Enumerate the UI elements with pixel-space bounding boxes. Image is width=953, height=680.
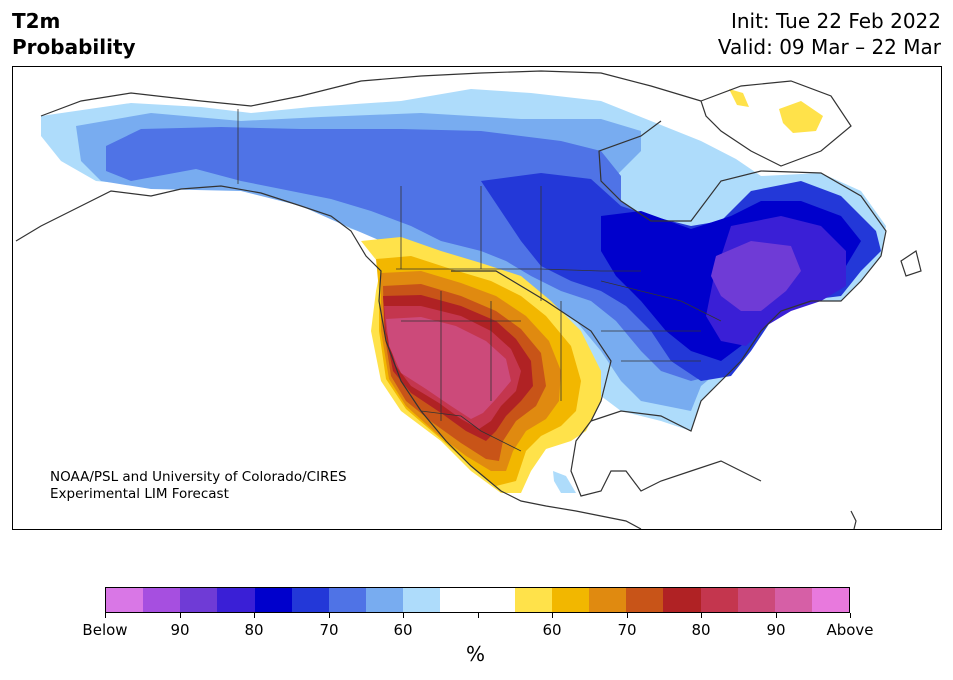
colorbar-tick xyxy=(105,613,106,618)
colorbar-swatch xyxy=(217,588,255,612)
colorbar-tick-label: 90 xyxy=(766,621,786,639)
colorbar-swatch xyxy=(811,588,850,612)
colorbar-tick-label: 60 xyxy=(542,621,562,639)
colorbar-tick-label: Above xyxy=(826,621,874,639)
colorbar-swatch xyxy=(477,588,515,612)
colorbar-swatch xyxy=(291,588,329,612)
political-borders xyxy=(237,109,722,452)
forecast-dates: Init: Tue 22 Feb 2022 Valid: 09 Mar – 22… xyxy=(718,8,941,60)
colorbar-tick xyxy=(552,613,553,618)
map-title: T2m Probability xyxy=(12,8,136,60)
colorbar-unit: % xyxy=(466,642,486,666)
colorbar-tick-label: Below xyxy=(82,621,128,639)
map-panel: NOAA/PSL and University of Colorado/CIRE… xyxy=(12,66,942,530)
colorbar-tick-label: 90 xyxy=(170,621,190,639)
colorbar-tick xyxy=(850,613,851,618)
colorbar-swatch xyxy=(700,588,738,612)
credit-text: NOAA/PSL and University of Colorado/CIRE… xyxy=(50,469,347,503)
above-region-greenland xyxy=(779,101,823,133)
above-region-greenland-2 xyxy=(729,89,749,107)
colorbar-swatch xyxy=(774,588,812,612)
coastlines xyxy=(15,70,922,529)
below-region-purple-2 xyxy=(711,241,801,311)
credit-line-2: Experimental LIM Forecast xyxy=(50,486,229,502)
colorbar-swatch xyxy=(143,588,181,612)
init-date: Init: Tue 22 Feb 2022 xyxy=(730,9,941,33)
credit-line-1: NOAA/PSL and University of Colorado/CIRE… xyxy=(50,469,347,485)
valid-dates: Valid: 09 Mar – 22 Mar xyxy=(717,35,941,59)
colorbar-tick-label: 60 xyxy=(393,621,413,639)
colorbar-swatch xyxy=(551,588,590,612)
colorbar-swatch xyxy=(626,588,664,612)
colorbar-tick xyxy=(254,613,255,618)
colorbar-swatch xyxy=(254,588,292,612)
colorbar-tick xyxy=(403,613,404,618)
colorbar-tick-label: 80 xyxy=(691,621,711,639)
map-canvas xyxy=(15,70,922,529)
colorbar-swatch xyxy=(328,588,367,612)
colorbar-swatch xyxy=(440,588,478,612)
colorbar-swatch xyxy=(403,588,441,612)
colorbar-swatch xyxy=(663,588,701,612)
colorbar-tick-label: 70 xyxy=(319,621,339,639)
colorbar-swatch xyxy=(737,588,775,612)
below-region-mexico xyxy=(553,471,576,493)
colorbar-swatch xyxy=(589,588,627,612)
above-region-core xyxy=(386,317,511,419)
colorbar-tick xyxy=(627,613,628,618)
colorbar-swatch xyxy=(366,588,404,612)
colorbar-tick-label: 80 xyxy=(244,621,264,639)
colorbar-tick xyxy=(776,613,777,618)
title-line-2: Probability xyxy=(12,35,136,59)
colorbar-tick xyxy=(478,613,479,618)
colorbar-swatch xyxy=(514,588,552,612)
probability-colorbar xyxy=(105,587,850,613)
colorbar-swatch xyxy=(180,588,218,612)
colorbar-tick xyxy=(180,613,181,618)
title-line-1: T2m xyxy=(12,9,61,33)
colorbar-tick xyxy=(701,613,702,618)
colorbar-tick-label: 70 xyxy=(617,621,637,639)
colorbar-tick xyxy=(329,613,330,618)
colorbar-swatch xyxy=(106,588,144,612)
